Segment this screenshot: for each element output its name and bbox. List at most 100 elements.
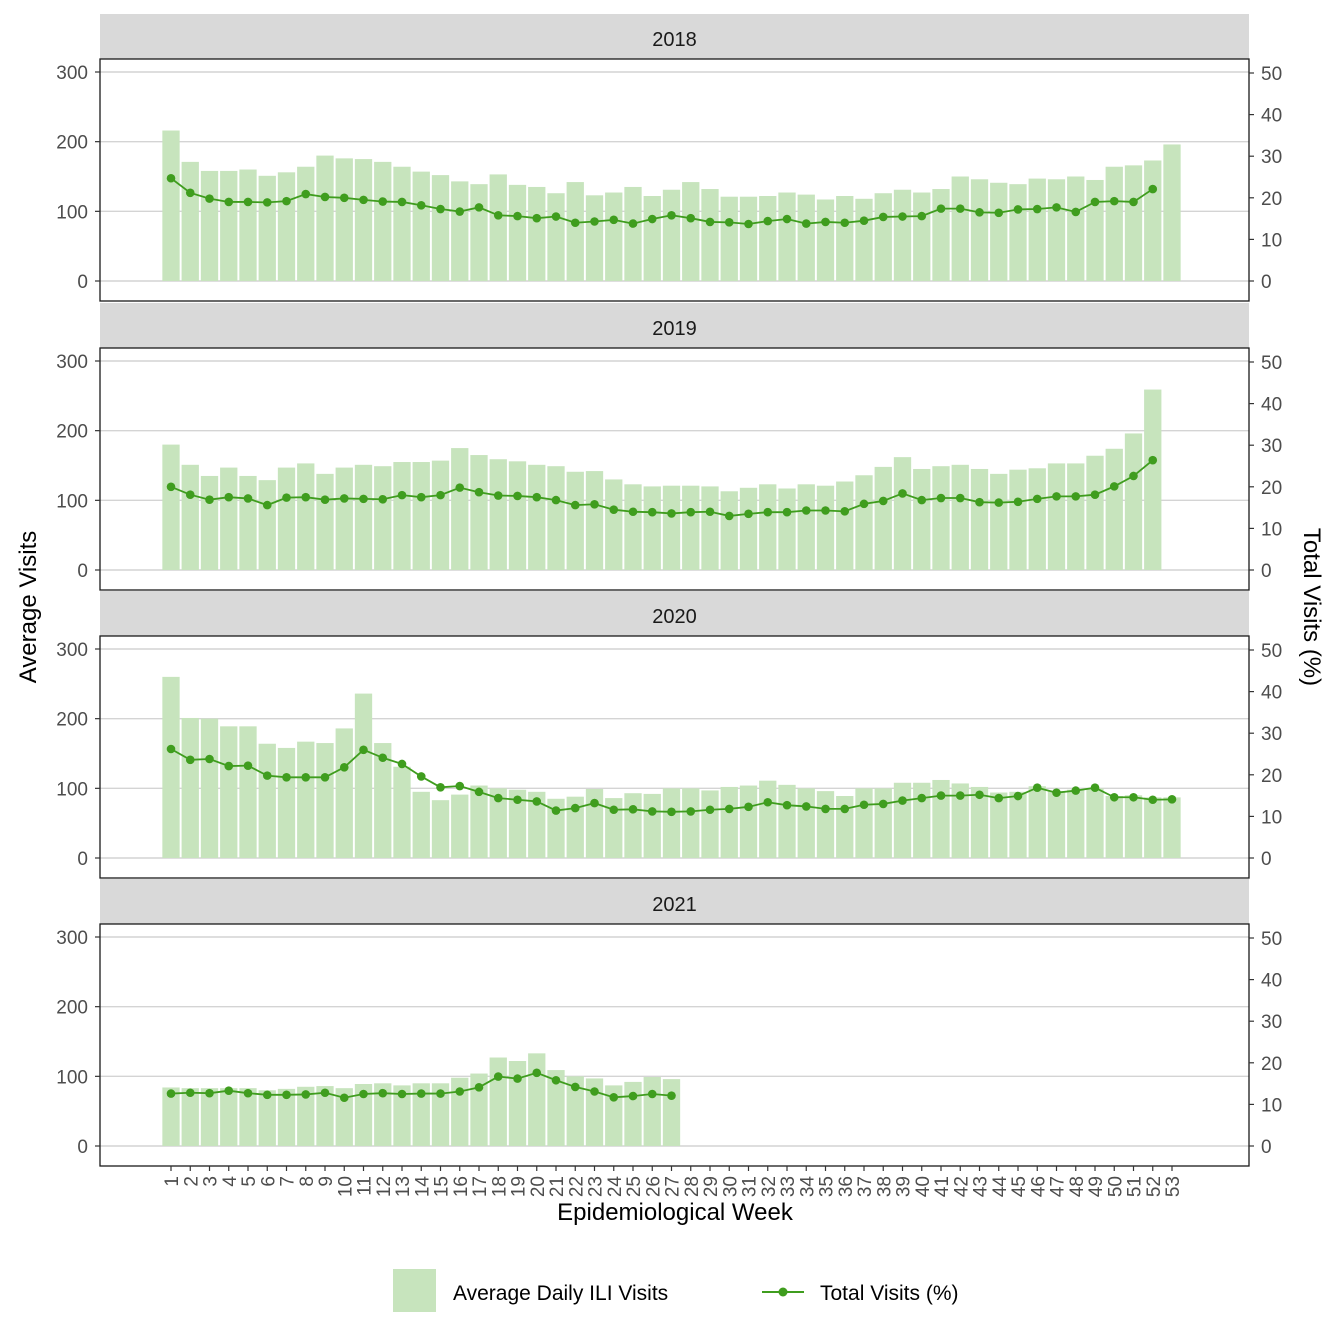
point: [359, 745, 368, 755]
point: [859, 499, 869, 509]
bar: [451, 794, 469, 858]
point: [1109, 792, 1119, 802]
point: [628, 1091, 638, 1101]
y-right-tick-label: 20: [1261, 189, 1282, 210]
point: [724, 218, 734, 227]
bar: [797, 788, 815, 858]
bar: [220, 467, 238, 570]
bar: [778, 192, 796, 281]
y-right-tick-label: 10: [1261, 519, 1282, 540]
point: [301, 772, 311, 782]
point: [590, 217, 599, 226]
bar: [1047, 791, 1066, 858]
point: [628, 219, 638, 228]
point: [224, 1086, 234, 1095]
point: [763, 507, 773, 517]
point: [243, 1088, 253, 1098]
facet-strip: [100, 303, 1249, 348]
bar: [200, 718, 219, 858]
y-left-tick-label: 100: [56, 1067, 88, 1088]
bar: [393, 766, 411, 858]
point: [166, 1089, 176, 1098]
point: [1013, 791, 1023, 801]
bar: [335, 1088, 353, 1146]
bar: [239, 475, 257, 570]
bar: [412, 462, 430, 570]
point: [744, 802, 753, 812]
point: [551, 806, 561, 815]
y-axis-right-title: Total Visits (%): [1298, 528, 1325, 686]
point: [339, 193, 349, 203]
point: [782, 214, 792, 224]
x-tick-label: 40: [913, 1176, 934, 1197]
bar: [508, 789, 527, 858]
point: [763, 797, 773, 807]
point: [474, 487, 484, 497]
point: [166, 482, 176, 492]
bar: [528, 464, 546, 570]
bar: [951, 464, 969, 570]
point: [840, 507, 850, 516]
point: [570, 1082, 580, 1092]
bar: [297, 741, 315, 858]
legend-line-label: Total Visits (%): [820, 1282, 958, 1305]
x-tick-label: 23: [586, 1176, 607, 1197]
point: [1129, 197, 1138, 207]
legend: Average Daily ILI Visits Total Visits (%…: [393, 1269, 958, 1312]
bar: [913, 192, 931, 281]
point: [859, 800, 869, 810]
point: [455, 207, 465, 216]
bar: [566, 1076, 584, 1146]
point: [513, 491, 522, 501]
bar: [239, 1088, 257, 1146]
x-tick-label: 10: [335, 1176, 356, 1197]
bar: [316, 473, 334, 570]
bar: [374, 466, 392, 570]
point: [821, 217, 830, 227]
point: [359, 1089, 368, 1099]
bar: [489, 459, 507, 570]
bar: [1028, 786, 1046, 858]
x-tick-label: 20: [528, 1176, 549, 1197]
bar: [643, 486, 661, 570]
point: [493, 210, 503, 220]
point: [667, 509, 676, 518]
point: [551, 212, 561, 221]
x-tick-label: 19: [509, 1176, 530, 1197]
point: [436, 204, 445, 214]
x-tick-label: 30: [720, 1176, 741, 1197]
x-tick-label: 12: [374, 1176, 395, 1197]
y-left-tick-label: 300: [56, 640, 88, 661]
x-tick-label: 27: [663, 1176, 684, 1197]
bar: [1086, 179, 1104, 281]
x-tick-label: 17: [470, 1176, 491, 1197]
point: [455, 1087, 465, 1096]
bar: [1124, 433, 1143, 570]
bar: [893, 189, 912, 281]
x-axis-title: Epidemiological Week: [557, 1199, 794, 1226]
point: [301, 1090, 311, 1099]
point: [878, 212, 888, 222]
point: [1052, 492, 1061, 501]
point: [744, 219, 753, 229]
point: [763, 216, 773, 226]
point: [1032, 494, 1042, 504]
bar: [470, 1073, 488, 1146]
x-tick-label: 29: [701, 1176, 722, 1197]
bar: [239, 726, 257, 858]
x-tick-label: 6: [258, 1176, 279, 1187]
bar: [643, 196, 661, 281]
point: [474, 1083, 484, 1092]
point: [859, 216, 869, 225]
point: [551, 495, 561, 505]
y-right-tick-label: 10: [1261, 807, 1282, 828]
bar: [836, 481, 854, 570]
series-line: [170, 459, 1154, 517]
bar: [662, 189, 681, 281]
point: [205, 194, 214, 203]
point: [1090, 197, 1100, 207]
x-tick-label: 7: [278, 1176, 299, 1187]
bar: [181, 1088, 199, 1146]
y-left-tick-label: 200: [56, 133, 88, 154]
bar: [508, 1061, 527, 1146]
